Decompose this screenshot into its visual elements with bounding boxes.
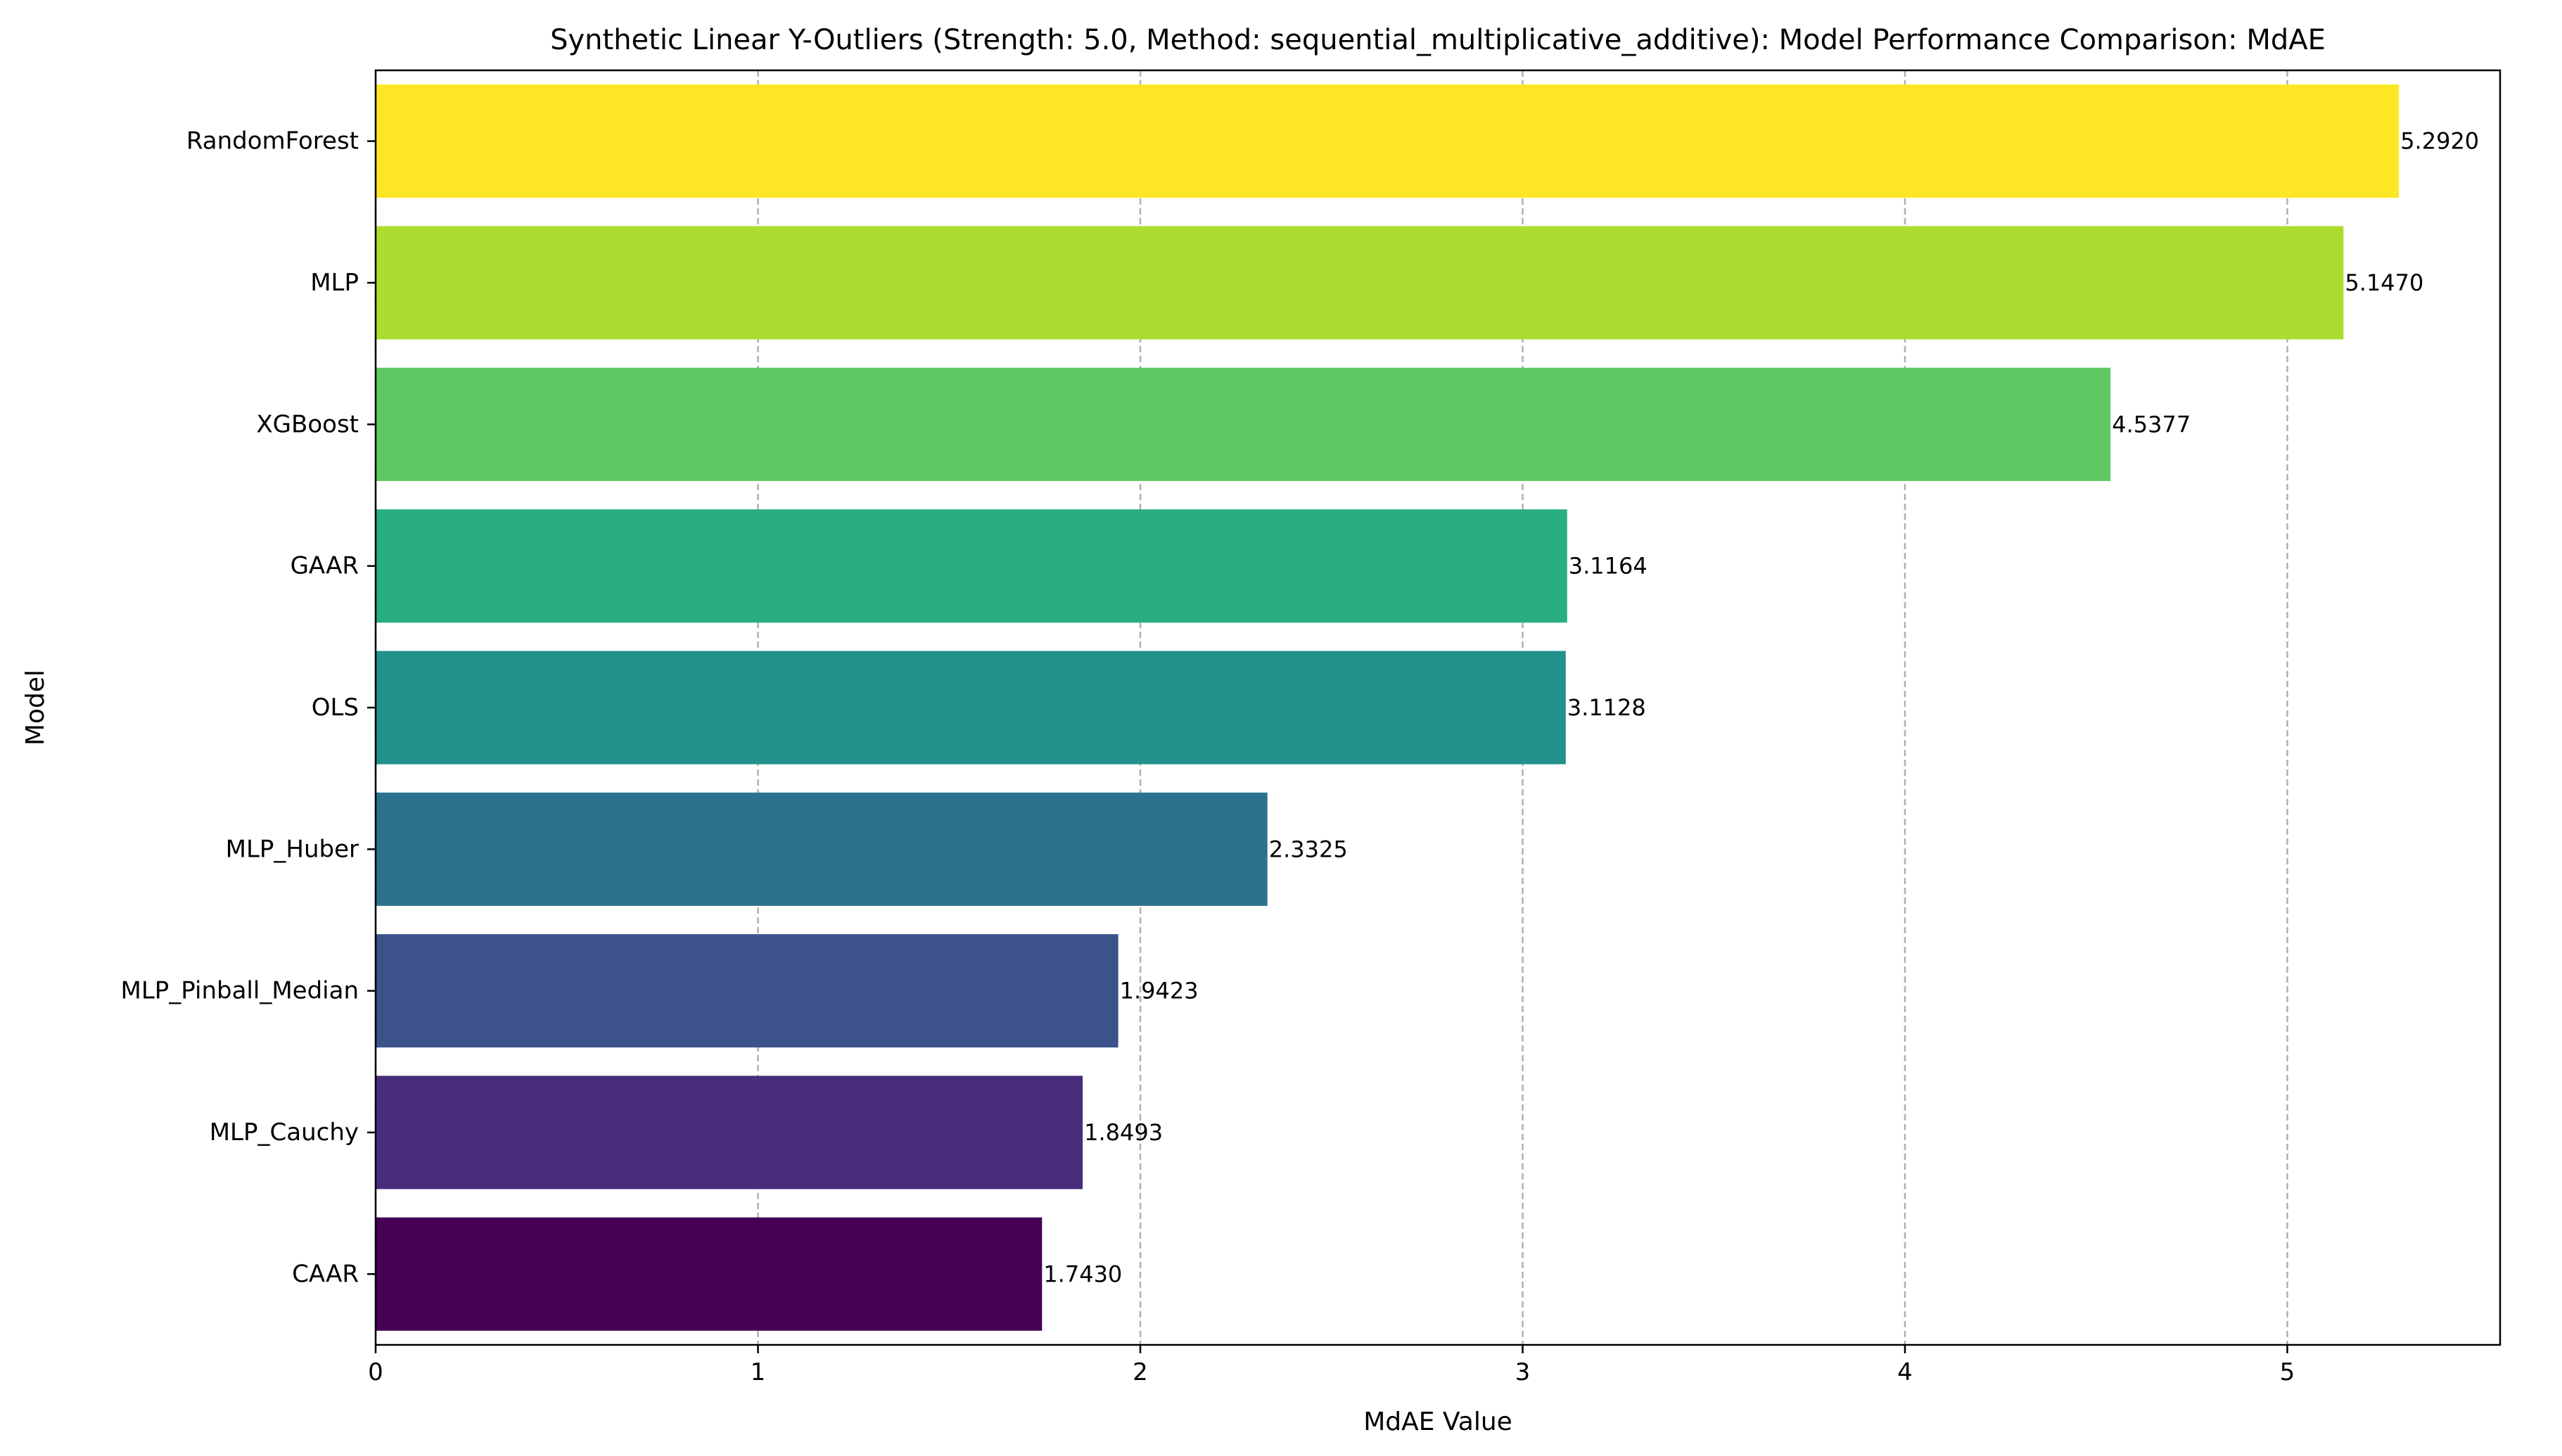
y-tick-label: CAAR (292, 1260, 359, 1288)
bar (376, 1217, 1043, 1331)
x-tick-label: 4 (1897, 1358, 1913, 1386)
y-tick-label: MLP_Pinball_Median (120, 977, 359, 1005)
y-tick-label: RandomForest (186, 127, 359, 155)
bar (376, 84, 2400, 198)
bar-value-label: 5.1470 (2345, 269, 2423, 296)
bar (376, 651, 1566, 765)
bar-value-label: 5.2920 (2400, 128, 2479, 155)
bar (376, 226, 2344, 340)
bar (376, 367, 2111, 481)
x-tick-label: 3 (1515, 1358, 1531, 1386)
bar-value-label: 1.7430 (1043, 1260, 1122, 1287)
x-axis-label: MdAE Value (1363, 1407, 1512, 1436)
bar-value-label: 2.3325 (1269, 836, 1348, 862)
x-tick-label: 1 (751, 1358, 766, 1386)
bar-value-label: 3.1164 (1569, 553, 1648, 580)
bar-value-label: 1.9423 (1120, 978, 1199, 1004)
x-tick-label: 2 (1133, 1358, 1148, 1386)
y-tick-label: XGBoost (256, 410, 359, 438)
y-tick-label: MLP (310, 269, 359, 297)
bar (376, 934, 1119, 1048)
bar-value-label: 1.8493 (1084, 1119, 1163, 1146)
y-tick-label: MLP_Huber (226, 835, 359, 863)
chart-title: Synthetic Linear Y-Outliers (Strength: 5… (550, 24, 2326, 56)
bar-value-labels: 5.2920 5.1470 4.5377 3.1164 3.1128 2.3325 1.94… (1043, 128, 2479, 1288)
y-tick-label: MLP_Cauchy (210, 1118, 359, 1147)
x-tick-label: 0 (368, 1358, 383, 1386)
bars (376, 84, 2400, 1331)
bar (376, 509, 1567, 623)
bar (376, 792, 1268, 906)
bar (376, 1075, 1083, 1189)
y-axis-ticks: RandomForest MLP XGBoost GAAR OLS MLP_Huber ML… (120, 127, 376, 1288)
x-tick-label: 5 (2280, 1358, 2295, 1386)
bar-value-label: 4.5377 (2112, 411, 2191, 438)
y-axis-label: Model (21, 670, 50, 746)
bar-value-label: 3.1128 (1567, 694, 1646, 721)
y-tick-label: OLS (312, 694, 359, 722)
y-tick-label: GAAR (291, 552, 359, 580)
x-axis-ticks: 0 1 2 3 4 5 (368, 1345, 2295, 1386)
